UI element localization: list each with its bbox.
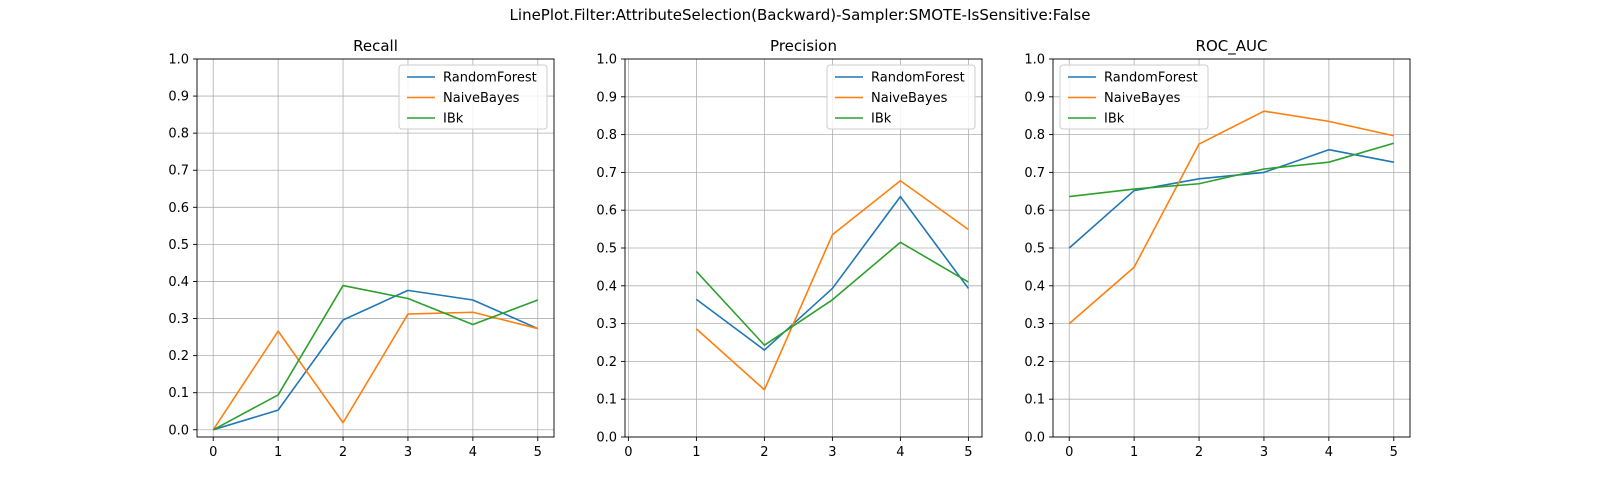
y-tick-label: 1.0 <box>1024 53 1045 68</box>
x-tick-label: 0 <box>624 445 632 460</box>
legend-box <box>1059 64 1209 130</box>
y-tick-label: 0.0 <box>1024 431 1045 446</box>
series-line-randomforest <box>1068 148 1394 249</box>
legend-box <box>826 64 976 130</box>
x-tick-label: 3 <box>828 445 836 460</box>
subplot-title: ROC_AUC <box>1196 37 1268 56</box>
y-tick-label: 0.1 <box>596 393 617 408</box>
x-tick-label: 3 <box>1260 445 1268 460</box>
x-tick-label: 2 <box>1195 445 1203 460</box>
legend-label: RandomForest <box>443 71 537 86</box>
y-tick-label: 0.4 <box>1024 279 1045 294</box>
subplot-title: Recall <box>353 37 398 55</box>
y-tick-label: 0.7 <box>1024 166 1045 181</box>
legend-label: IBk <box>871 112 892 127</box>
y-tick-label: 0.3 <box>1024 317 1045 332</box>
x-tick-label: 2 <box>760 445 768 460</box>
x-tick-label: 4 <box>469 445 477 460</box>
x-tick-label: 5 <box>964 445 972 460</box>
x-tick-label: 4 <box>896 445 904 460</box>
y-tick-label: 0.0 <box>596 431 617 446</box>
y-tick-label: 0.2 <box>1024 355 1045 370</box>
x-tick-label: 1 <box>692 445 700 460</box>
legend-label: IBk <box>1104 112 1125 127</box>
x-tick-label: 0 <box>209 445 217 460</box>
x-tick-label: 5 <box>1390 445 1398 460</box>
y-tick-label: 0.4 <box>596 279 617 294</box>
subplot-2: 0 1 2 3 4 5 0.0 0.1 0.2 0.3 0.4 0.5 0.6 0.7 0.8 0.9 1.0 P… <box>596 37 983 460</box>
y-tick-label: 0.5 <box>596 242 617 257</box>
x-tick-label: 2 <box>339 445 347 460</box>
figure-title: LinePlot.Filter:AttributeSelection(Backw… <box>509 6 1091 24</box>
x-tick-label: 4 <box>1325 445 1333 460</box>
y-tick-label: 1.0 <box>596 53 617 68</box>
y-tick-label: 0.7 <box>168 164 189 179</box>
y-tick-label: 0.0 <box>168 423 189 438</box>
legend-label: NaiveBayes <box>871 91 948 106</box>
legend-label: IBk <box>443 112 464 127</box>
legend: RandomForest NaiveBayes IBk <box>1059 64 1209 130</box>
series-line-naivebayes <box>1068 110 1394 325</box>
y-tick-label: 0.9 <box>596 90 617 105</box>
subplot-title: Precision <box>770 37 837 55</box>
y-tick-label: 0.6 <box>168 201 189 216</box>
y-tick-label: 0.6 <box>1024 204 1045 219</box>
y-tick-label: 0.8 <box>168 127 189 142</box>
series-line-naivebayes <box>212 311 538 431</box>
y-tick-label: 0.4 <box>168 275 189 290</box>
legend: RandomForest NaiveBayes IBk <box>398 64 548 130</box>
x-tick-label: 1 <box>1130 445 1138 460</box>
y-tick-label: 0.1 <box>1024 393 1045 408</box>
y-tick-label: 0.1 <box>168 386 189 401</box>
x-tick-label: 1 <box>274 445 282 460</box>
x-tick-label: 0 <box>1065 445 1073 460</box>
series-line-ibk <box>695 241 969 346</box>
series-line-randomforest <box>212 289 539 431</box>
legend-label: RandomForest <box>1104 71 1198 86</box>
y-tick-label: 0.5 <box>168 238 189 253</box>
legend-label: NaiveBayes <box>1104 91 1181 106</box>
x-tick-label: 3 <box>404 445 412 460</box>
y-tick-label: 0.3 <box>168 312 189 327</box>
series-line-randomforest <box>695 195 970 351</box>
y-tick-label: 0.2 <box>596 355 617 370</box>
y-tick-label: 0.8 <box>1024 128 1045 143</box>
series-line-naivebayes <box>695 179 969 391</box>
legend-box <box>398 64 548 130</box>
y-tick-label: 0.5 <box>1024 242 1045 257</box>
y-tick-label: 0.8 <box>596 128 617 143</box>
y-tick-label: 0.2 <box>168 349 189 364</box>
series-line-ibk <box>1069 142 1394 198</box>
y-tick-label: 0.9 <box>1024 90 1045 105</box>
y-tick-label: 0.7 <box>596 166 617 181</box>
y-tick-label: 0.9 <box>168 90 189 105</box>
legend: RandomForest NaiveBayes IBk <box>826 64 976 130</box>
subplot-3: 0 1 2 3 4 5 0.0 0.1 0.2 0.3 0.4 0.5 0.6 0.7 0.8 0.9 1.0 R… <box>1024 37 1411 460</box>
y-tick-label: 0.3 <box>596 317 617 332</box>
x-tick-label: 5 <box>534 445 542 460</box>
axes-frame <box>196 58 555 438</box>
legend-label: RandomForest <box>871 71 965 86</box>
legend-label: NaiveBayes <box>443 91 520 106</box>
y-tick-label: 1.0 <box>168 53 189 68</box>
subplot-1: 0 1 2 3 4 5 0.0 0.1 0.2 0.3 0.4 0.5 0.6 0.7 0.8 0.9 1.0 R… <box>168 37 555 460</box>
series-line-ibk <box>212 284 539 431</box>
y-tick-label: 0.6 <box>596 204 617 219</box>
